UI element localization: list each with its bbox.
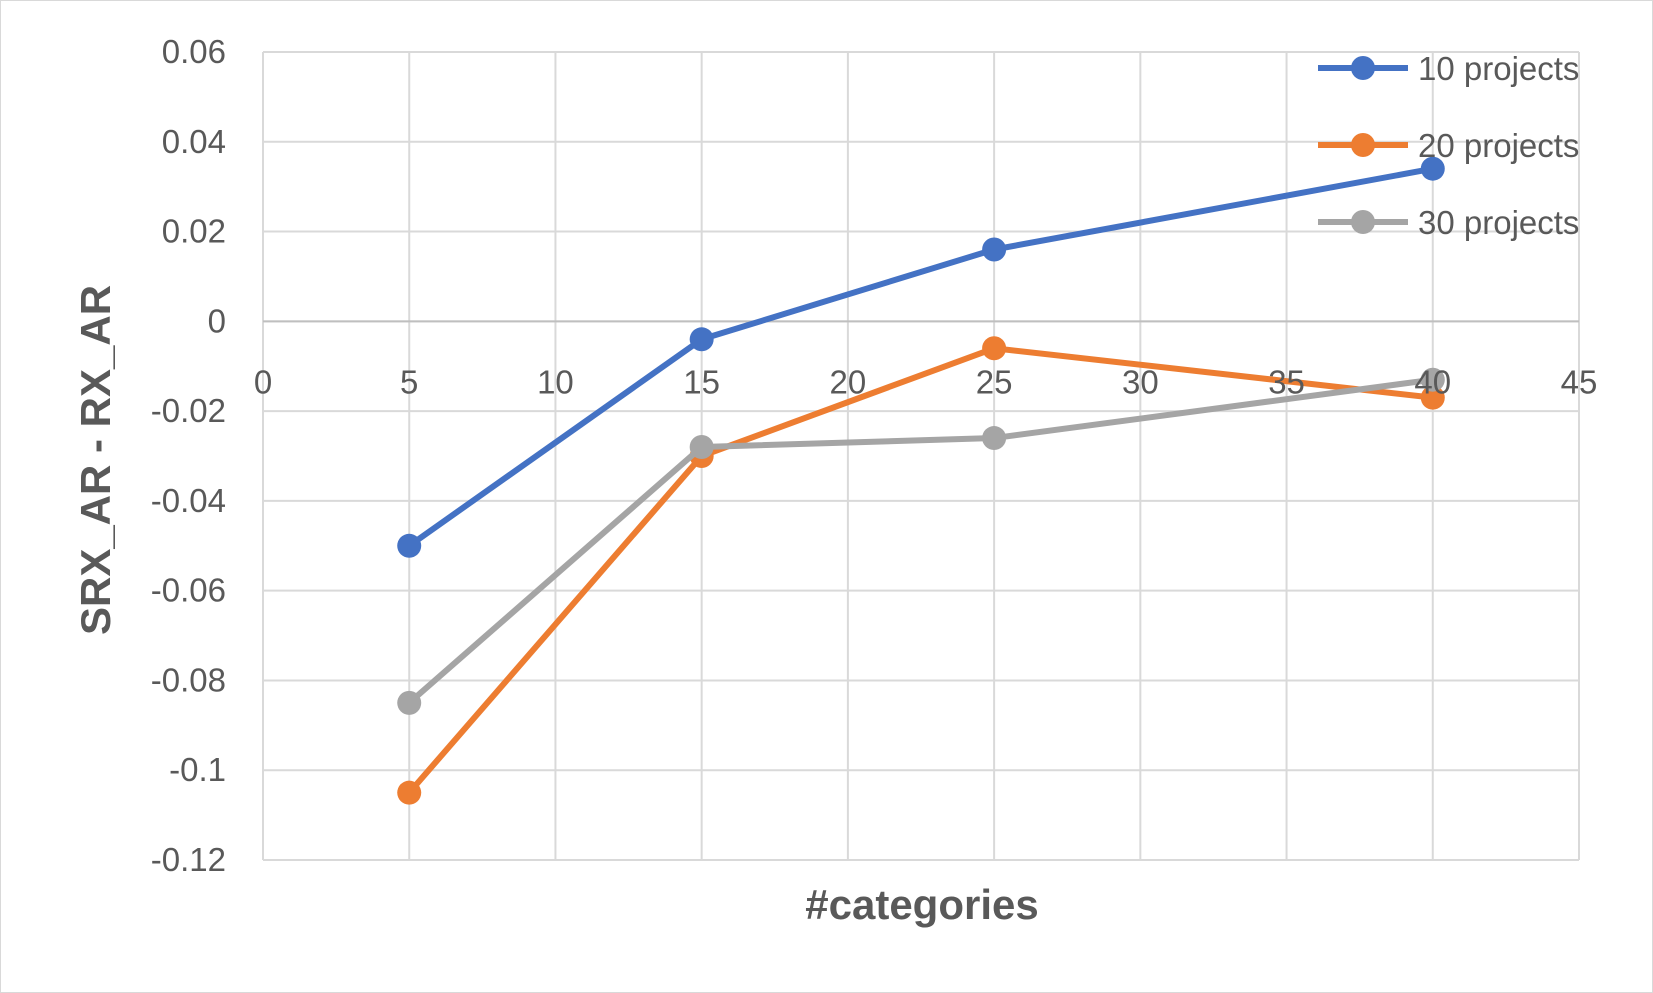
legend-marker [1351, 133, 1375, 157]
y-tick-label: -0.12 [151, 841, 226, 878]
series-line [406, 345, 1434, 795]
y-tick-label: -0.04 [151, 482, 226, 519]
x-tick-label: 5 [400, 363, 418, 400]
grid [262, 51, 1580, 861]
y-tick-label: -0.08 [151, 661, 226, 698]
series-3 [397, 367, 1445, 715]
data-point [397, 533, 422, 558]
data-point [1420, 367, 1445, 392]
x-tick-label: 20 [830, 363, 867, 400]
x-tick-label: 0 [254, 363, 272, 400]
legend-item: 20 projects [1318, 127, 1579, 164]
x-tick-labels: 0 5 10 15 20 25 30 35 40 45 [254, 363, 1598, 400]
y-tick-label: -0.02 [151, 392, 226, 429]
x-tick-label: 15 [683, 363, 720, 400]
data-point [982, 426, 1007, 451]
x-tick-label: 30 [1122, 363, 1159, 400]
data-point [1420, 385, 1445, 410]
x-axis-title: #categories [805, 881, 1038, 928]
legend-marker [1351, 210, 1375, 234]
legend-marker [1351, 56, 1375, 80]
data-point [1420, 156, 1445, 181]
series-line [407, 376, 1434, 706]
legend-item: 10 projects [1318, 50, 1579, 87]
data-point [397, 780, 422, 805]
legend-item: 30 projects [1318, 204, 1579, 241]
y-tick-label: 0.02 [162, 213, 226, 250]
legend-label: 10 projects [1418, 50, 1579, 87]
series-line [407, 165, 1434, 549]
data-point [397, 690, 422, 715]
y-tick-labels: 0.06 0.04 0.02 0 -0.02 -0.04 -0.06 -0.08 -0.1 -0.… [151, 33, 226, 878]
series-1 [397, 156, 1445, 558]
y-tick-label: -0.06 [151, 572, 226, 609]
legend-label: 30 projects [1418, 204, 1579, 241]
series-2 [397, 336, 1445, 805]
y-tick-label: 0.04 [162, 123, 226, 160]
x-tick-label: 40 [1414, 363, 1451, 400]
y-tick-label: 0 [208, 302, 226, 339]
data-point [689, 327, 714, 352]
x-tick-label: 10 [537, 363, 574, 400]
x-tick-label: 25 [976, 363, 1013, 400]
series-layer [397, 156, 1445, 805]
legend: 10 projects 20 projects 30 projects [1318, 50, 1579, 241]
y-tick-label: 0.06 [162, 33, 226, 70]
data-point [982, 336, 1007, 361]
y-tick-label: -0.1 [169, 751, 226, 788]
x-tick-label: 35 [1268, 363, 1305, 400]
y-axis-title: SRX_AR - RX_AR [72, 285, 119, 635]
data-point [982, 237, 1007, 262]
x-tick-label: 45 [1561, 363, 1598, 400]
legend-label: 20 projects [1418, 127, 1579, 164]
data-point [689, 435, 714, 460]
